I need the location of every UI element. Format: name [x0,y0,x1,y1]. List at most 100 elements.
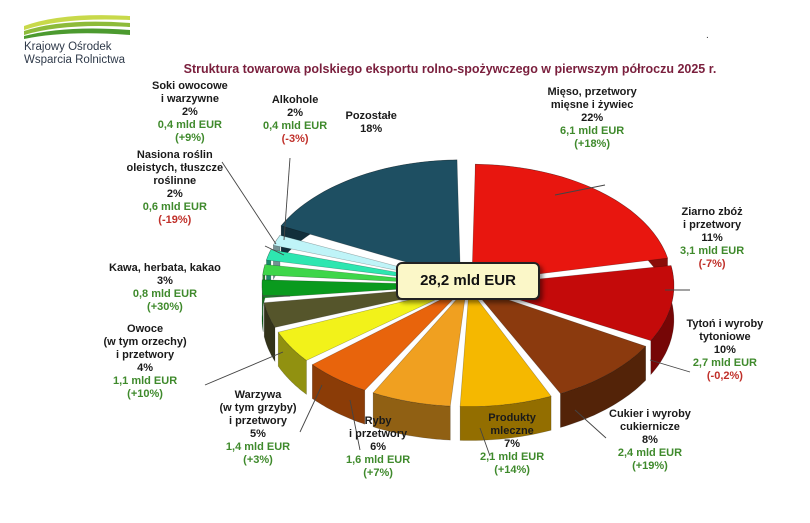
slice-label-pct: 7% [504,437,521,450]
slice-label-chg: (+18%) [574,137,611,150]
slice-label: Kawa, herbata, kakao 3% 0,8 mld EUR (+30%) [109,262,221,314]
slice-label: Mięso, przetwory mięsne i żywiec 22% 6,1 ml… [548,86,637,151]
slice-label-pct: 22% [581,111,604,124]
leader-line [264,245,285,256]
slice-label-name: Nasiona roślin [136,149,213,161]
pie-slice [372,287,467,407]
slice-label-chg: (-19%) [158,214,192,226]
slice-label-name: (w tym grzyby) [219,402,297,414]
slice-label-chg: (+10%) [127,388,163,400]
slice-label-chg: (+30%) [147,301,183,313]
chart-title: Struktura towarowa polskiego eksportu ro… [183,62,717,76]
slice-label-val: 0,4 mld EUR [157,118,222,131]
slice-label-val: 6,1 mld EUR [560,124,625,137]
slice-label-name: Tytoń i wyroby [686,317,764,330]
slice-label-name: Pozostałe [345,110,397,122]
slice-label-pct: 2% [181,105,198,118]
pie-slice-side [459,395,552,441]
slice-label-name: i warzywne [160,92,219,105]
slice-label: Nasiona roślin oleistych, tłuszcze roślinn… [127,149,224,227]
slice-label: Pozostałe 18% [346,110,397,136]
slice-label-pct: 5% [250,428,266,440]
slice-label-name: Alkohole [271,94,319,106]
slice-label-val: 3,1 mld EUR [680,244,745,257]
pie-slice [471,286,647,394]
slice-label-chg: (-7%) [698,257,726,270]
slice-label: Alkohole 2% 0,4 mld EUR (-3%) [263,94,327,146]
logo-waves-icon [24,15,130,39]
slice-label-chg: (+3%) [243,454,273,466]
slice-label-pct: 6% [370,440,387,453]
pie-slice [280,159,461,279]
slice-label-val: 1,1 mld EUR [112,375,178,387]
slice-label-chg: (+14%) [494,463,530,476]
slice-label-name: (w tym orzechy) [103,336,187,348]
slice-label-pct: 2% [287,107,304,119]
slice-label-name: i przetwory [116,349,175,361]
slice-label: Ziarno zbóż i przetwory 11% 3,1 mld EUR (-7%… [680,206,744,271]
slice-label-name: Cukier i wyroby [609,407,691,420]
org-name-line2: Wsparcia Rolnictwa [24,54,125,66]
leader-line [479,427,491,457]
slice-label-name: Soki owocowe [152,79,228,92]
pie-slice [471,163,669,283]
slice-label-pct: 11% [701,231,723,244]
slice-label: Owoce (w tym orzechy) i przetwory 4% 1,1 mld… [104,323,187,401]
slice-label-val: 1,4 mld EUR [225,441,291,453]
total-label: 28,2 mld EUR [396,262,540,300]
leader-line [283,157,291,241]
slice-label-name: Produkty [488,411,536,424]
pie-slices [261,159,675,441]
slice-label: Soki owocowe i warzywne 2% 0,4 mld EUR (+9%) [152,80,228,145]
slice-label-name: mleczne [490,424,534,437]
slice-label: Produkty mleczne 7% 2,1 mld EUR (+14%) [480,412,544,477]
slice-label-val: 0,6 mld EUR [142,201,207,213]
slice-label: Warzywa (w tym grzyby) i przetwory 5% 1,4 ml… [220,389,297,467]
pie-slice [311,287,465,391]
org-logo: Krajowy Ośrodek Wsparcia Rolnictwa [22,8,132,68]
slice-label-name: tytoniowe [699,330,751,343]
slice-label-pct: 2% [166,188,183,200]
decorative-dot: . [706,30,709,41]
slice-label-name: oleistych, tłuszcze [126,162,224,174]
slice-label-name: Owoce [127,323,164,335]
leader-line [349,399,361,451]
slice-label-val: 0,4 mld EUR [263,120,328,132]
slice-label: Ryby i przetwory 6% 1,6 mld EUR (+7%) [346,415,410,480]
slice-label-name: Kawa, herbata, kakao [109,262,221,274]
slice-label-name: i przetwory [683,218,742,231]
slice-label: Tytoń i wyroby tytoniowe 10% 2,7 mld EUR (-0… [687,318,764,383]
slice-label-pct: 3% [156,275,173,287]
slice-label-name: mięsne i żywiec [550,98,634,111]
slice-label-name: Warzywa [234,389,282,401]
leader-line [221,161,277,245]
slice-label-val: 2,7 mld EUR [692,356,757,369]
slice-label-name: Ryby [364,414,392,427]
slice-label-chg: (+19%) [632,459,668,472]
slice-label-val: 1,6 mld EUR [346,453,411,466]
slice-label-name: Mięso, przetwory [547,85,637,98]
slice-label-pct: 8% [642,433,658,446]
slice-label-chg: (+9%) [175,131,205,144]
leader-line [574,409,607,439]
leader-line [649,359,691,373]
pie-slice [277,286,463,361]
leader-line [299,384,323,433]
slice-label-val: 2,4 mld EUR [617,446,683,459]
slice-label-pct: 4% [137,362,154,374]
slice-label-name: cukiernicze [620,420,680,433]
slice-label-pct: 10% [713,343,736,356]
pie-slice-side [277,331,307,395]
slice-label-chg: (-3%) [281,133,309,145]
slice-label-val: 0,8 mld EUR [132,288,198,300]
slice-label-name: i przetwory [349,427,408,440]
slice-label-chg: (+7%) [363,466,393,479]
slice-label: Cukier i wyroby cukiernicze 8% 2,4 mld EUR(… [609,408,691,473]
slice-label-name: roślinne [153,175,197,187]
leader-lines [204,157,691,457]
slice-label-pct: 18% [360,123,383,135]
slice-label-val: 2,1 mld EUR [480,450,545,463]
pie-slice [459,287,552,407]
leader-line [204,351,284,386]
org-name-line1: Krajowy Ośrodek [24,41,112,53]
